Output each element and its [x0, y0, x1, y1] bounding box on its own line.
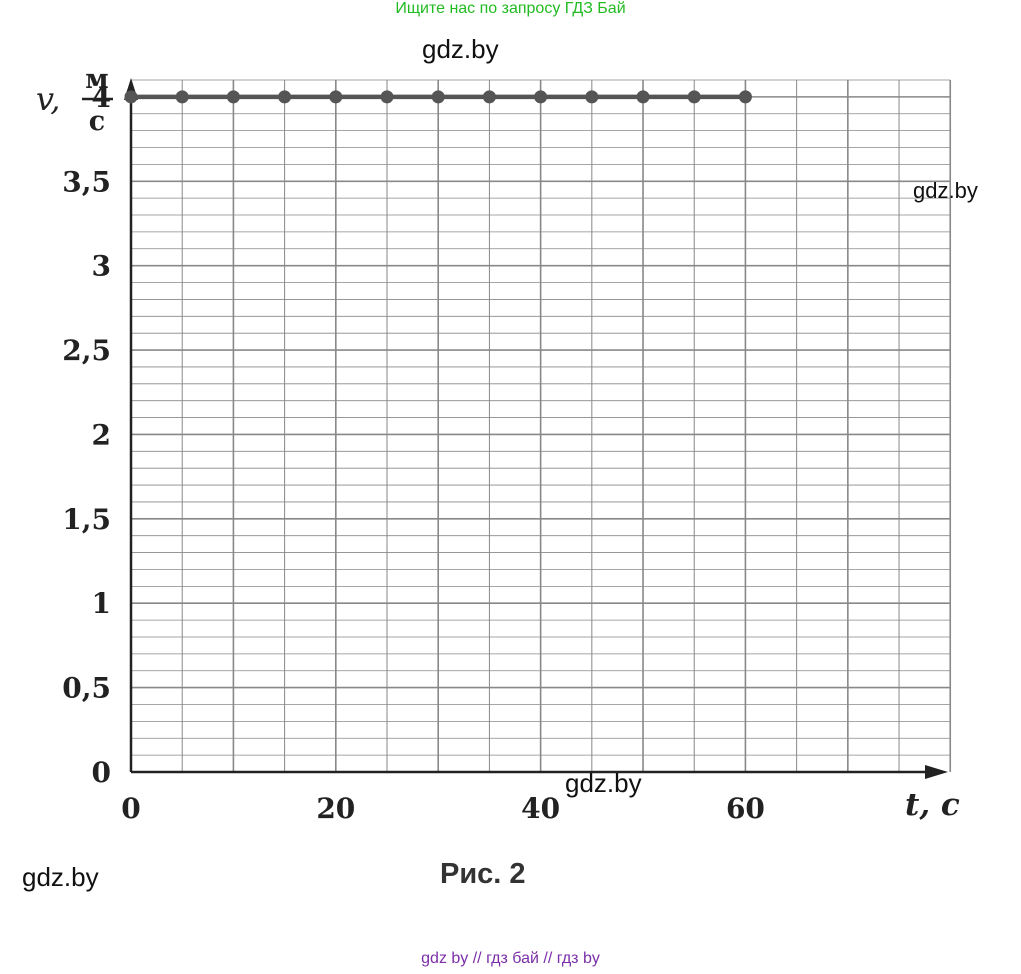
x-tick-label: 60	[726, 792, 765, 825]
data-point	[738, 90, 752, 104]
data-point	[585, 90, 599, 104]
top-banner: Ищите нас по запросу ГДЗ Бай	[395, 0, 626, 17]
watermark-middle: gdz.by	[565, 768, 642, 798]
y-axis-symbol: v,	[36, 80, 60, 118]
watermark-top: gdz.by	[422, 34, 499, 64]
x-tick-label: 40	[521, 792, 560, 825]
x-axis-label: t, с	[905, 787, 960, 823]
y-tick-label: 4	[92, 81, 111, 114]
data-point	[380, 90, 394, 104]
y-tick-label: 1,5	[62, 503, 111, 536]
y-tick-label: 0	[92, 756, 111, 789]
x-tick-label: 0	[121, 792, 140, 825]
grid-major	[131, 80, 952, 772]
y-unit-numerator: м	[85, 64, 108, 95]
tick-labels: 00,511,522,533,540 20 40 60	[62, 81, 765, 825]
data-point	[687, 90, 701, 104]
data-point	[329, 90, 343, 104]
y-tick-label: 1	[92, 587, 111, 620]
watermark-bottom-left: gdz.by	[22, 862, 99, 892]
axis-labels: v, мс t, с	[36, 64, 960, 823]
data-point	[482, 90, 496, 104]
x-axis-arrow	[925, 765, 948, 779]
data-point	[226, 90, 240, 104]
x-tick-label: 20	[316, 792, 355, 825]
y-unit-denominator: с	[89, 106, 105, 137]
data-point	[431, 90, 445, 104]
data-point	[534, 90, 548, 104]
axes	[124, 78, 948, 779]
y-tick-label: 3,5	[62, 165, 111, 198]
footer-links: gdz by // гдз бай // гдз by	[421, 950, 600, 967]
data-point	[124, 90, 138, 104]
data-point	[175, 90, 189, 104]
y-tick-label: 2,5	[62, 334, 111, 367]
y-tick-label: 2	[92, 418, 111, 451]
data-point	[278, 90, 292, 104]
figure-caption: Рис. 2	[440, 858, 526, 890]
series-layer	[124, 90, 752, 104]
data-point	[636, 90, 650, 104]
y-tick-label: 0,5	[62, 672, 111, 705]
y-tick-label: 3	[92, 250, 111, 283]
watermark-right: gdz.by	[913, 178, 978, 203]
